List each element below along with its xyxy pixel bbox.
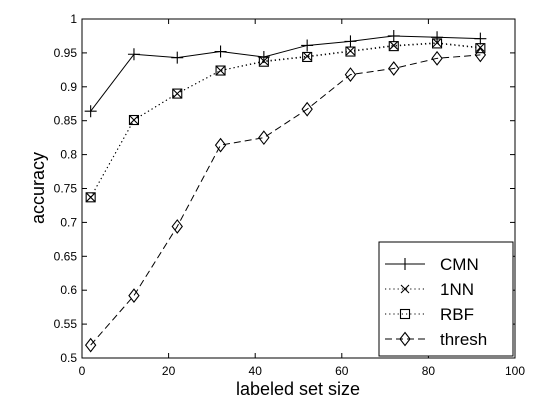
legend-label-1nn: 1NN <box>440 280 474 299</box>
data-point-cmn-6 <box>344 35 357 48</box>
data-point-rbf-8 <box>432 38 443 49</box>
data-point-thresh-8 <box>431 50 443 66</box>
data-point-thresh-0 <box>84 337 97 353</box>
y-tick-label: 0.8 <box>60 148 77 162</box>
data-point-1nn-7 <box>389 41 399 50</box>
y-tick-label: 0.6 <box>60 283 77 297</box>
data-point-1nn-0 <box>86 192 96 202</box>
data-point-thresh-4 <box>258 130 270 146</box>
data-point-rbf-3 <box>215 65 226 76</box>
data-point-rbf-1 <box>128 114 140 126</box>
data-point-cmn-9 <box>474 32 487 45</box>
data-point-cmn-8 <box>431 31 444 44</box>
legend-label-cmn: CMN <box>440 255 479 274</box>
y-tick-label: 1 <box>70 12 77 26</box>
data-point-thresh-2 <box>171 219 183 234</box>
data-point-rbf-5 <box>302 51 313 63</box>
data-point-1nn-3 <box>216 66 225 75</box>
plot-marks <box>84 29 487 353</box>
data-point-rbf-9 <box>475 43 486 54</box>
legend-label-rbf: RBF <box>440 305 474 324</box>
data-point-thresh-7 <box>388 61 400 76</box>
data-point-rbf-4 <box>258 56 269 67</box>
data-point-cmn-1 <box>127 48 140 61</box>
series-line-rbf <box>90 42 481 198</box>
axis-ticks: 0 20 40 60 80 100 0.5 0.55 0.6 0.65 0.7 0.75 0.8 0.85… <box>54 12 526 378</box>
data-point-1nn-5 <box>302 51 312 61</box>
legend-swatch-marker-1nn <box>400 284 410 294</box>
y-tick-label: 0.7 <box>60 215 77 229</box>
data-point-cmn-2 <box>171 51 184 64</box>
data-point-cmn-3 <box>214 45 227 58</box>
y-tick-label: 0.95 <box>54 46 78 60</box>
series-line-cmn <box>90 35 481 112</box>
data-point-thresh-3 <box>214 137 227 153</box>
data-point-rbf-2 <box>172 88 183 99</box>
data-point-1nn-8 <box>432 38 442 48</box>
series-thresh <box>84 47 487 353</box>
legend-item-1nn: 1NN <box>385 280 474 299</box>
data-point-cmn-0 <box>84 105 97 118</box>
series-rbf <box>85 38 486 203</box>
data-point-rbf-7 <box>388 41 399 52</box>
data-point-thresh-6 <box>344 67 357 82</box>
x-tick-label: 100 <box>505 364 525 378</box>
data-point-1nn-4 <box>259 56 269 66</box>
y-tick-label: 0.9 <box>60 80 77 94</box>
x-tick-label: 80 <box>422 364 436 378</box>
legend-swatch-marker-rbf <box>399 308 411 320</box>
y-tick-label: 0.5 <box>60 351 77 365</box>
legend-label-thresh: thresh <box>440 330 487 349</box>
legend-swatch-marker-cmn <box>399 258 411 270</box>
series-line-thresh <box>90 54 481 346</box>
x-tick-label: 40 <box>249 364 263 378</box>
y-tick-label: 0.85 <box>54 114 78 128</box>
data-point-thresh-9 <box>474 47 487 63</box>
x-tick-label: 60 <box>335 364 349 378</box>
data-point-1nn-6 <box>346 46 355 56</box>
data-point-thresh-5 <box>301 101 313 117</box>
legend-item-thresh: thresh <box>385 330 487 349</box>
x-tick-label: 20 <box>162 364 176 378</box>
x-axis-title: labeled set size <box>236 379 360 399</box>
data-point-rbf-6 <box>345 46 356 57</box>
data-point-rbf-0 <box>85 192 96 203</box>
data-point-1nn-9 <box>475 43 485 52</box>
data-point-thresh-1 <box>128 288 140 304</box>
data-point-cmn-7 <box>387 29 400 42</box>
y-tick-label: 0.55 <box>54 317 78 331</box>
y-tick-label: 0.75 <box>54 182 78 196</box>
y-axis-title: accuracy <box>28 152 48 224</box>
data-point-cmn-5 <box>301 39 314 52</box>
legend-item-cmn: CMN <box>385 255 479 274</box>
y-tick-label: 0.65 <box>54 249 78 263</box>
legend: CMN 1NN RBF thresh <box>378 241 514 357</box>
legend-swatch-marker-thresh <box>399 331 411 347</box>
legend-item-rbf: RBF <box>385 305 474 324</box>
x-tick-label: 0 <box>79 364 86 378</box>
